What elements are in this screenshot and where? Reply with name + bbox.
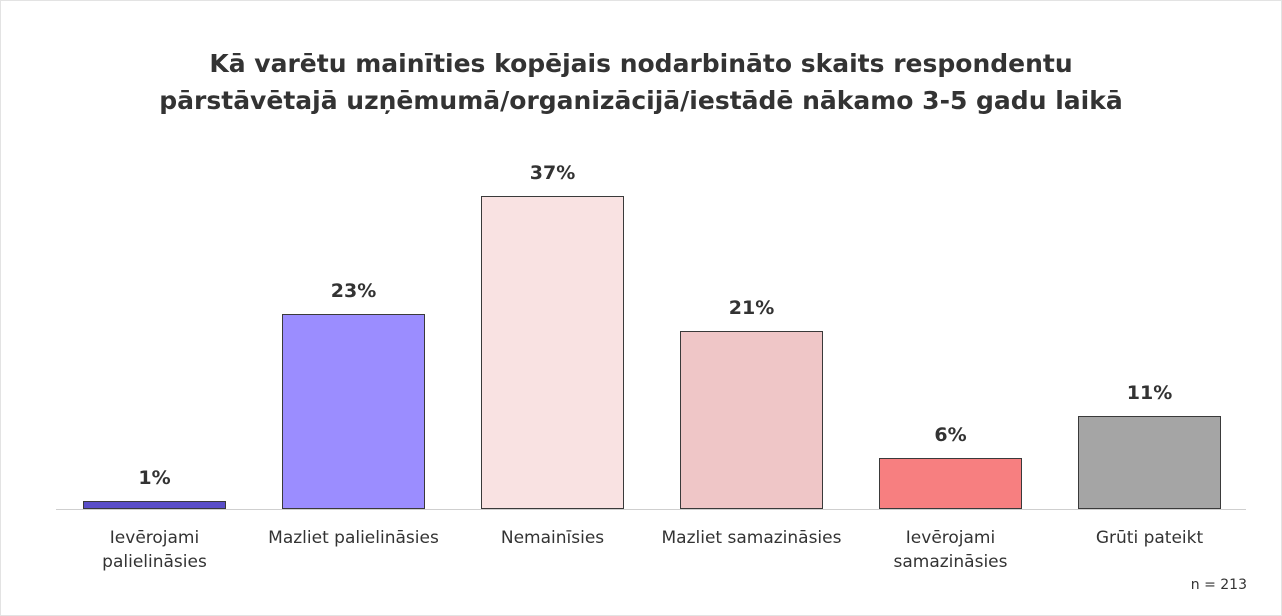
x-tick-label: Mazliet palielināsies xyxy=(268,528,439,548)
value-label: 37% xyxy=(529,162,576,184)
x-tick-label: Mazliet samazināsies xyxy=(661,528,842,548)
bar xyxy=(680,331,823,509)
x-tick-label: Ievērojami palielināsies xyxy=(102,528,207,572)
bar xyxy=(83,500,226,509)
value-label: 23% xyxy=(330,280,377,303)
value-label: 6% xyxy=(934,424,967,447)
baseline xyxy=(56,509,1246,510)
x-tick-label: Ievērojami samazināsies xyxy=(893,528,1008,572)
x-tick-label: Grūti pateikt xyxy=(1095,528,1204,548)
value-label: 11% xyxy=(1126,381,1173,404)
bar xyxy=(879,458,1022,509)
bar xyxy=(481,196,624,509)
value-label: 1% xyxy=(138,466,171,489)
bar xyxy=(1078,415,1221,509)
sample-note: n = 213 xyxy=(1190,577,1247,593)
bar xyxy=(282,314,425,509)
value-label: 21% xyxy=(728,297,775,320)
chart-title: Kā varētu mainīties kopējais nodarbināto… xyxy=(159,49,1123,115)
x-tick-label: Nemainīsies xyxy=(500,528,605,548)
